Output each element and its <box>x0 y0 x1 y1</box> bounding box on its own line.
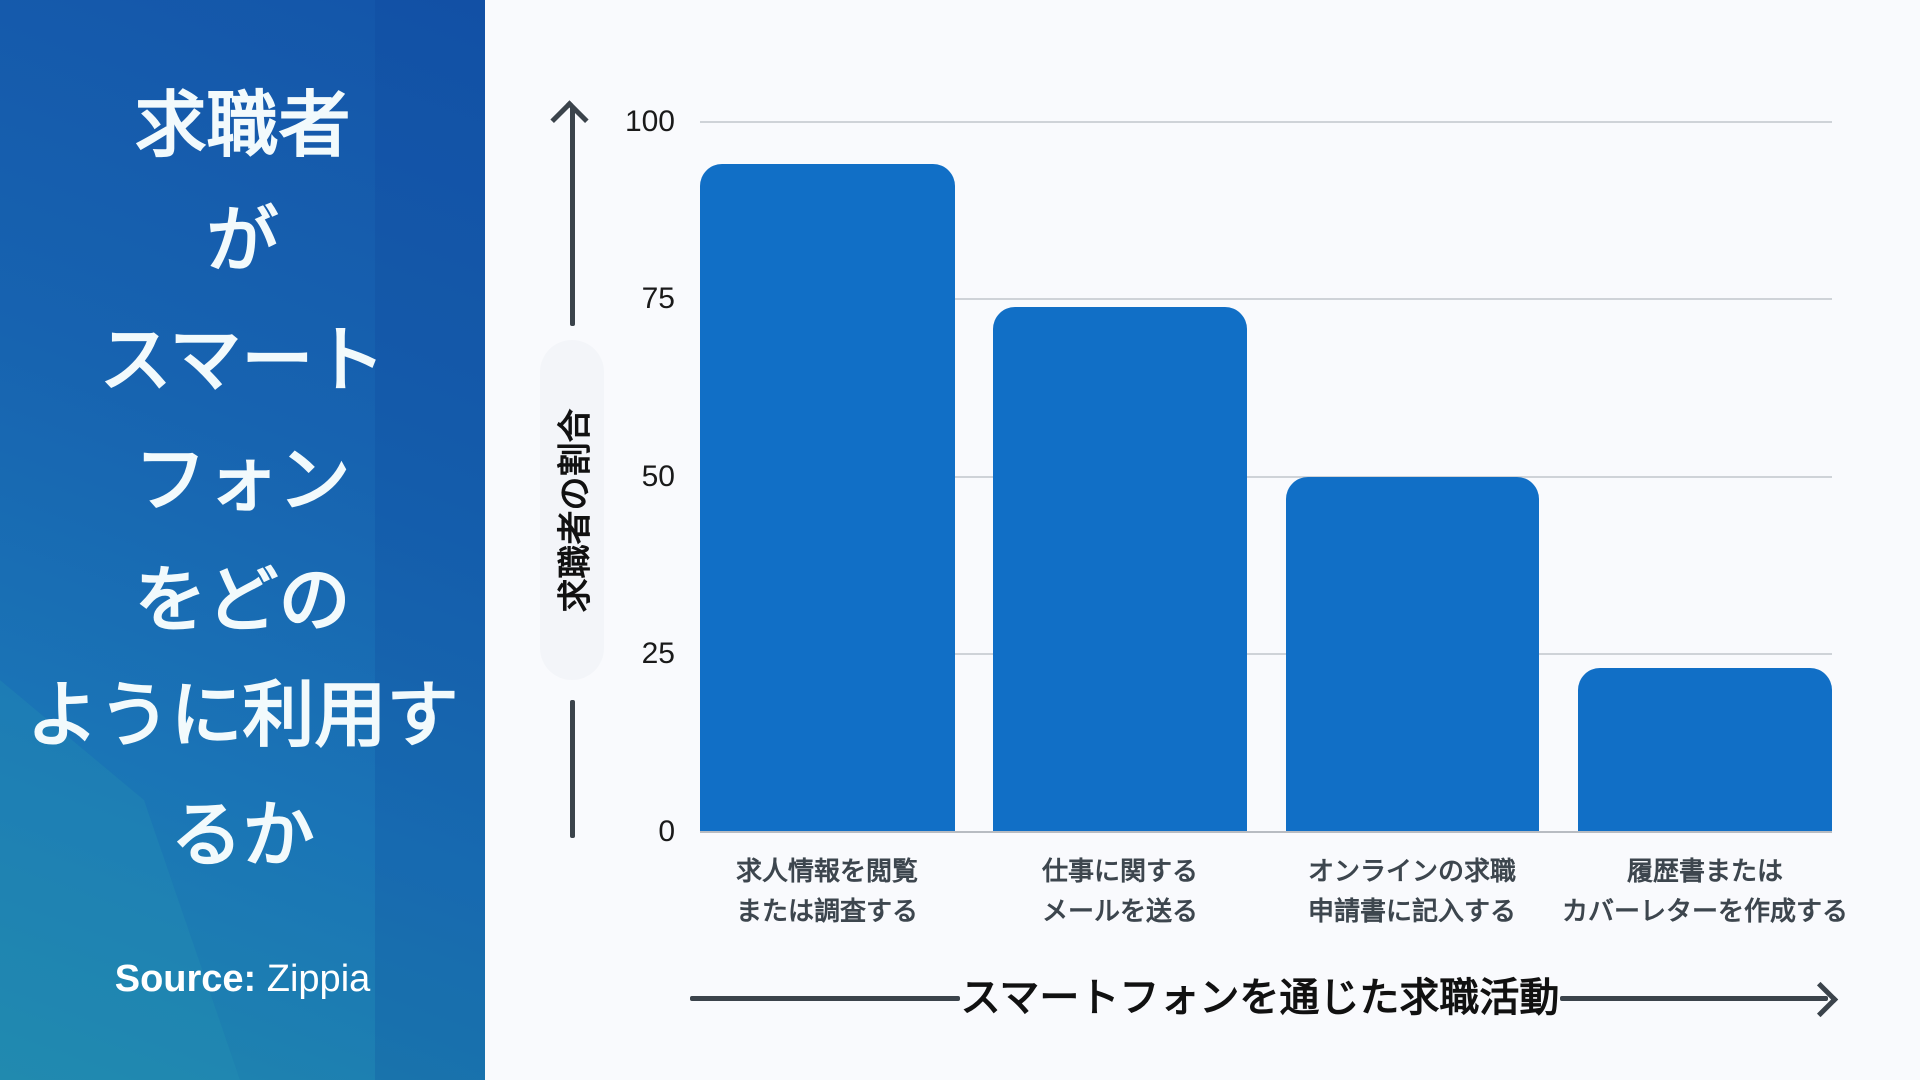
y-axis-title: 求職者の割合 <box>540 340 604 680</box>
y-tick-label: 25 <box>641 637 675 670</box>
source-credit: Source: Zippia <box>0 955 485 1003</box>
chart-title-line: スマート <box>99 318 386 402</box>
gridline-25 <box>700 653 1832 655</box>
y-tick-label: 100 <box>624 105 675 138</box>
arrow-right-icon <box>1802 981 1839 1018</box>
gridline-50 <box>700 476 1832 478</box>
bar-send-email <box>993 307 1247 832</box>
title-panel: 求職者 が スマート フォン をどの ように利用す るか Source: Zip… <box>0 0 485 1080</box>
background-texture <box>375 0 485 1080</box>
bar-create-resume <box>1578 668 1832 832</box>
source-label: Source: <box>114 958 257 1000</box>
y-axis-arrow-line <box>570 700 575 838</box>
y-tick-label: 75 <box>641 282 675 315</box>
bar-browse-jobs <box>700 164 955 832</box>
y-axis-title-text: 求職者の割合 <box>555 408 596 612</box>
x-axis-title: スマートフォンを通じた求職活動 <box>960 975 1560 1021</box>
x-category-label: オンラインの求職 申請書に記入する <box>1307 857 1516 927</box>
y-axis-arrow-line <box>570 106 575 326</box>
x-category-label: 履歴書または カバーレターを作成する <box>1561 857 1848 927</box>
gridline-100 <box>700 121 1832 123</box>
bar-fill-application <box>1286 477 1539 832</box>
chart-title-line: るか <box>170 793 315 877</box>
chart-title-line: ように利用す <box>26 673 459 757</box>
chart-title-line: が <box>206 198 279 282</box>
x-axis-baseline <box>700 831 1832 833</box>
gridline-75 <box>700 298 1832 300</box>
x-axis-arrow-line <box>1560 996 1828 1001</box>
chart-title-line: フォン <box>134 438 351 522</box>
x-category-label: 仕事に関する メールを送る <box>1041 857 1198 927</box>
source-value: Zippia <box>266 958 371 1000</box>
y-tick-label: 0 <box>658 815 675 848</box>
x-category-label: 求人情報を閲覧 または調査する <box>735 857 918 927</box>
chart-title-line: 求職者 <box>134 83 351 167</box>
x-axis-arrow-line <box>690 996 960 1001</box>
y-tick-label: 50 <box>641 460 675 493</box>
arrow-up-icon <box>550 100 589 139</box>
chart-title-line: をどの <box>134 558 351 642</box>
